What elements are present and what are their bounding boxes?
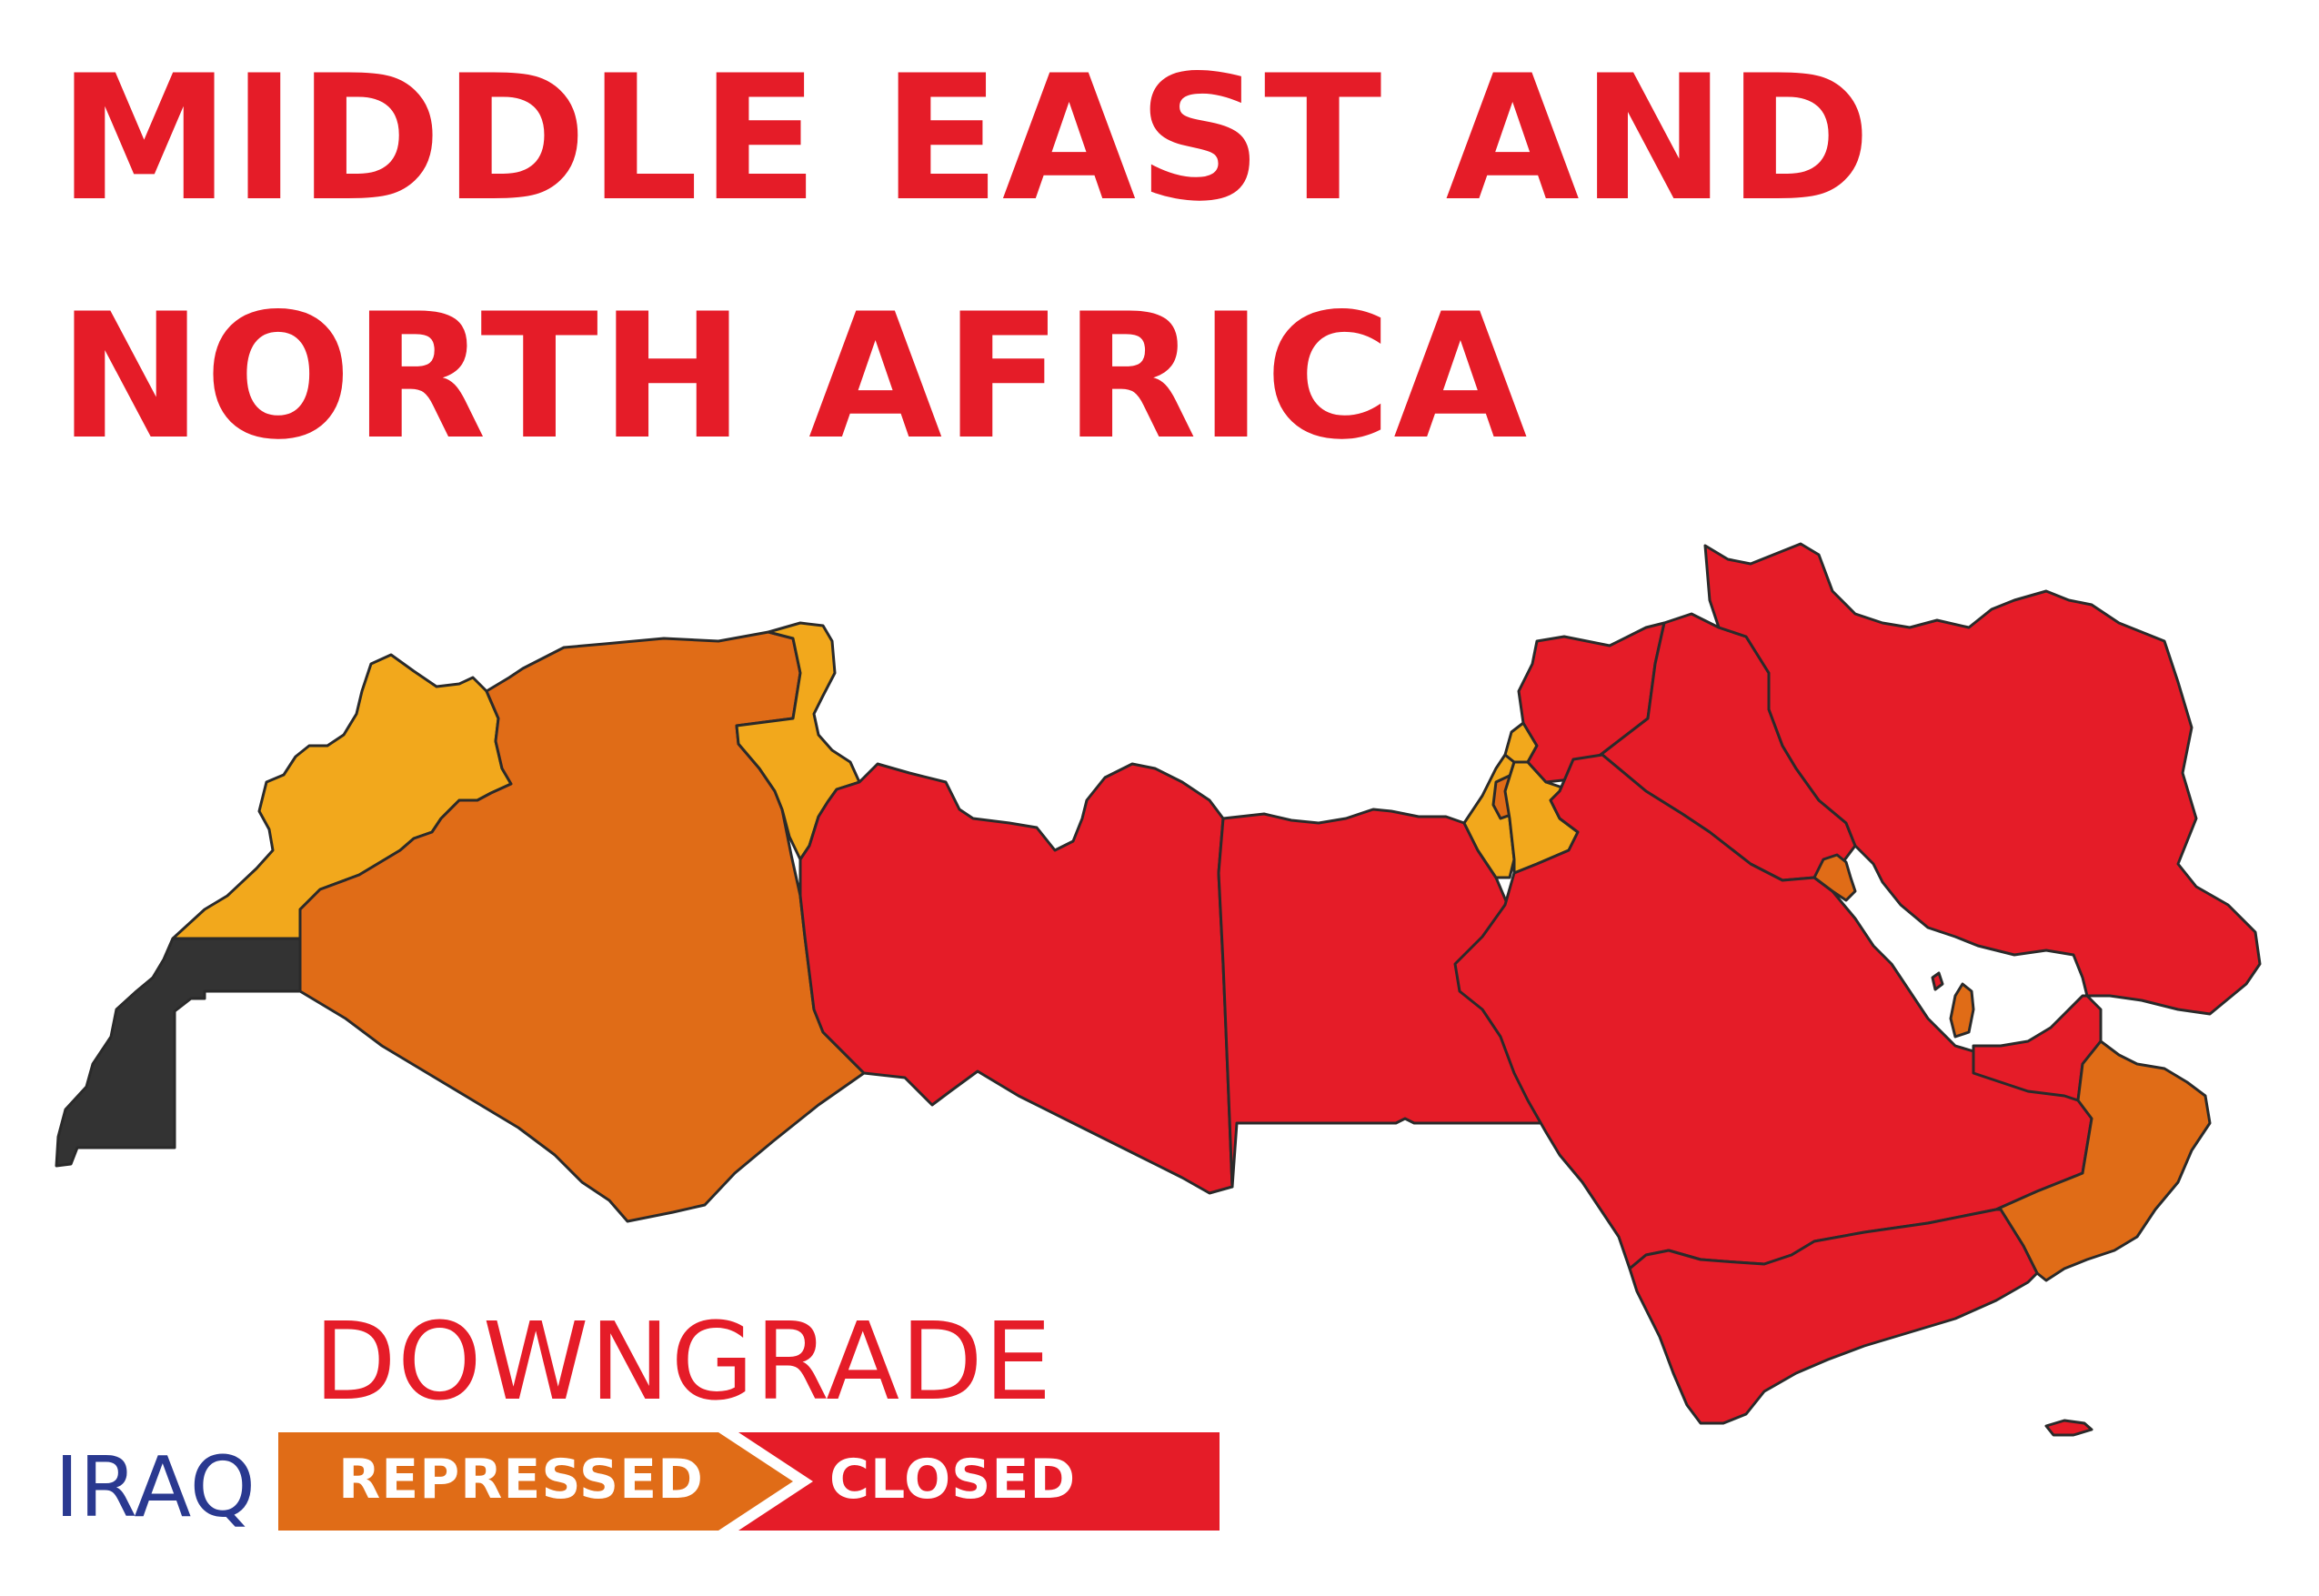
region-qatar (1949, 982, 1975, 1039)
region-bahrain (1931, 971, 1944, 991)
region-kuwait (1812, 853, 1857, 902)
region-yemen (1628, 1208, 2039, 1425)
country-name: IRAQ (55, 1439, 256, 1536)
rating-change-bar (278, 1432, 1220, 1531)
page-title-line-2: NORTH AFRICA (58, 276, 1530, 477)
region-iran (1703, 542, 2262, 1016)
bar-label-closed: CLOSED (829, 1448, 1077, 1511)
bar-label-repressed: REPRESSED (338, 1448, 704, 1511)
downgrade-heading: DOWNGRADE (314, 1299, 1053, 1424)
bar-segment-closed (738, 1432, 1220, 1531)
region-socotra (2044, 1419, 2093, 1437)
region-uae (1972, 994, 2103, 1102)
region-libya (798, 762, 1234, 1195)
region-western-sahara (55, 937, 302, 1168)
page-title-line-1: MIDDLE EAST AND (58, 38, 1873, 239)
bar-segment-repressed (278, 1432, 793, 1531)
